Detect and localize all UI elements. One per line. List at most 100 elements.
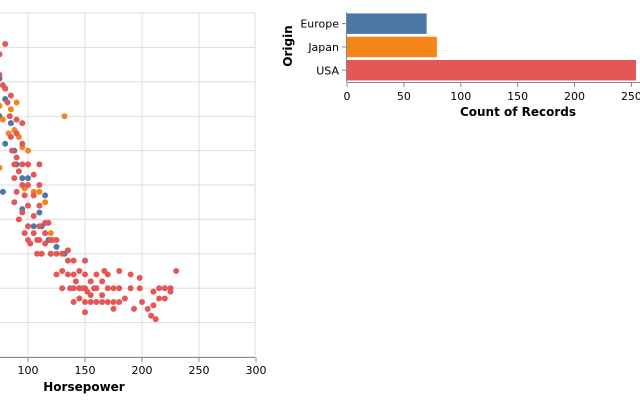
scatter-point-usa	[4, 99, 11, 106]
scatter-point-usa	[70, 298, 77, 305]
scatter-x-axis-title: Horsepower	[43, 380, 125, 394]
scatter-point-usa	[87, 292, 94, 299]
scatter-point-usa	[59, 250, 66, 257]
scatter-point-usa	[59, 268, 66, 274]
scatter-point-usa	[25, 223, 31, 230]
scatter-point-usa	[11, 199, 18, 206]
scatter-plot: 100 150 200 250 300 Horsepower	[0, 12, 267, 394]
scatter-point-usa	[36, 161, 43, 168]
scatter-point-usa	[82, 298, 88, 305]
scatter-point-europe	[42, 192, 49, 199]
scatter-point-japan	[25, 147, 31, 154]
scatter-point-usa	[156, 295, 163, 302]
scatter-point-usa	[104, 271, 111, 278]
scatter-point-usa	[156, 285, 163, 292]
scatter-point-usa	[53, 237, 60, 244]
scatter-point-usa	[87, 278, 94, 285]
scatter-point-usa	[30, 230, 37, 237]
bar-category-label: Japan	[307, 41, 339, 54]
scatter-point-japan	[0, 102, 3, 109]
scatter-point-usa	[76, 295, 83, 302]
scatter-point-usa	[99, 292, 106, 299]
scatter-point-usa	[72, 278, 79, 285]
scatter-point-usa	[161, 285, 168, 292]
scatter-point-japan	[13, 99, 20, 106]
scatter-point-usa	[150, 288, 157, 295]
scatter-point-usa	[53, 271, 60, 278]
scatter-point-usa	[152, 316, 159, 323]
scatter-point-usa	[64, 257, 71, 264]
scatter-point-usa	[19, 161, 26, 168]
scatter-point-usa	[2, 40, 9, 47]
scatter-point-usa	[6, 113, 13, 120]
scatter-point-usa	[116, 268, 123, 274]
bar-x-tick-label: 50	[397, 90, 411, 103]
scatter-point-usa	[70, 257, 77, 264]
bar-category-label: USA	[316, 64, 339, 77]
scatter-point-usa	[110, 298, 117, 305]
scatter-point-europe	[0, 188, 6, 195]
scatter-point-usa	[47, 250, 54, 257]
scatter-point-usa	[36, 182, 43, 188]
scatter-point-usa	[116, 285, 123, 292]
scatter-point-usa	[38, 250, 45, 257]
scatter-x-tick-label: 100	[18, 364, 39, 377]
scatter-point-usa	[110, 285, 117, 292]
scatter-point-usa	[0, 71, 3, 78]
scatter-point-usa	[9, 147, 16, 154]
scatter-x-tick-label: 250	[189, 364, 210, 377]
scatter-point-usa	[0, 51, 3, 58]
scatter-point-usa	[53, 250, 60, 257]
scatter-point-usa	[136, 274, 143, 281]
scatter-point-usa	[104, 298, 111, 305]
scatter-point-usa	[87, 298, 94, 305]
scatter-point-japan	[7, 106, 14, 113]
scatter-point-usa	[93, 271, 100, 278]
bar-europe	[347, 13, 427, 34]
bar-chart: Europe Japan USA 0 50 100 150 200 250 Count of Re…	[281, 12, 640, 119]
scatter-point-japan	[42, 199, 49, 206]
scatter-point-japan	[47, 230, 54, 237]
scatter-point-japan	[61, 113, 68, 120]
bar-category-label: Europe	[300, 18, 339, 31]
bar-y-axis-title: Origin	[281, 25, 295, 66]
scatter-x-tick-label: 300	[246, 364, 267, 377]
scatter-x-tick-label: 200	[132, 364, 153, 377]
bar-x-tick-label: 250	[621, 90, 640, 103]
scatter-point-usa	[19, 209, 26, 216]
scatter-point-usa	[167, 285, 174, 292]
scatter-point-europe	[30, 223, 37, 230]
scatter-point-usa	[36, 202, 43, 209]
scatter-point-usa	[131, 305, 138, 312]
scatter-point-usa	[99, 298, 106, 305]
scatter-point-usa	[104, 285, 111, 292]
scatter-point-usa	[127, 285, 134, 292]
scatter-point-usa	[7, 133, 14, 140]
scatter-point-usa	[2, 85, 9, 92]
scatter-point-usa	[127, 271, 134, 278]
scatter-point-usa	[116, 298, 123, 305]
scatter-point-usa	[27, 240, 34, 247]
scatter-point-usa	[42, 240, 49, 247]
scatter-point-usa	[136, 285, 143, 292]
scatter-point-usa	[144, 305, 151, 312]
scatter-point-europe	[53, 243, 60, 250]
scatter-point-europe	[2, 140, 9, 147]
scatter-point-japan	[36, 188, 43, 195]
scatter-point-japan	[0, 116, 6, 123]
scatter-point-usa	[110, 305, 117, 312]
scatter-point-usa	[76, 268, 83, 274]
scatter-point-usa	[173, 268, 180, 274]
scatter-point-usa	[47, 237, 54, 244]
scatter-point-usa	[19, 120, 26, 127]
scatter-point-usa	[13, 154, 20, 161]
scatter-point-usa	[15, 216, 22, 223]
scatter-point-usa	[19, 140, 26, 147]
scatter-point-usa	[15, 168, 22, 175]
bar-x-tick-label: 150	[507, 90, 528, 103]
scatter-point-usa	[36, 223, 43, 230]
scatter-point-usa	[7, 92, 14, 99]
scatter-point-usa	[93, 285, 100, 292]
scatter-point-usa	[13, 130, 20, 137]
scatter-point-europe	[36, 209, 43, 216]
